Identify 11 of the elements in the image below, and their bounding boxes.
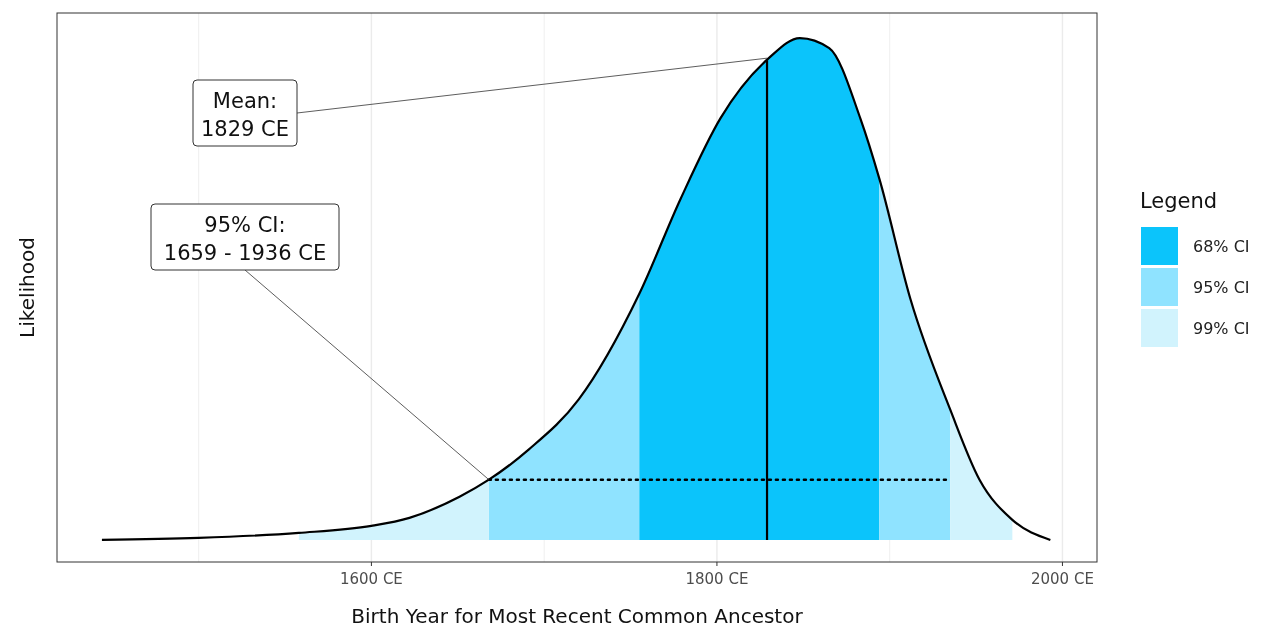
legend-label: 95% CI: [1193, 278, 1250, 297]
x-axis-title: Birth Year for Most Recent Common Ancestor: [351, 604, 804, 628]
x-tick-label: 2000 CE: [1031, 570, 1094, 588]
annotation: Mean: 1829 CE: [200, 89, 290, 141]
x-tick-label: 1600 CE: [339, 570, 403, 588]
annotation: 95% CI: 1659 - 1936 CE: [163, 213, 327, 265]
legend-label: 99% CI: [1193, 319, 1250, 338]
legend-title: Legend: [1140, 189, 1218, 213]
x-tick-label: 1800 CE: [685, 570, 749, 588]
legend-label: 68% CI: [1193, 237, 1250, 256]
y-axis-title: Likelihood: [15, 237, 39, 338]
